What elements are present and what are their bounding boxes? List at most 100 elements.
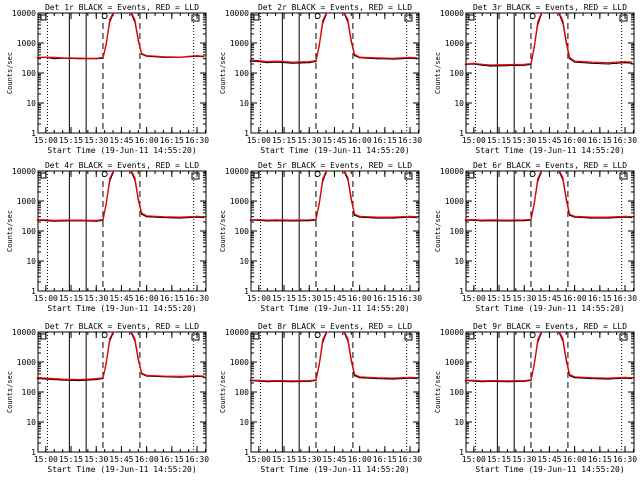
data-point-lld — [574, 376, 576, 378]
data-point-lld — [359, 56, 361, 58]
data-point-lld — [490, 380, 492, 382]
data-point-lld — [95, 57, 97, 59]
y-tick-label: 10000 — [440, 9, 464, 18]
x-tick-label: 15:45 — [537, 294, 561, 303]
data-point-lld — [62, 378, 64, 380]
data-point-events — [291, 62, 293, 64]
data-point-lld — [315, 218, 317, 220]
data-point-lld — [137, 38, 139, 40]
data-point-lld — [624, 215, 626, 217]
data-point-lld — [95, 378, 97, 380]
series-line-lld — [251, 13, 417, 63]
data-point-lld — [53, 56, 55, 59]
x-tick-label: 15:00 — [462, 455, 486, 464]
data-point-events — [607, 378, 609, 380]
data-point-lld — [179, 56, 181, 58]
data-point-lld — [464, 219, 466, 221]
data-point-lld — [146, 215, 148, 217]
corner-box — [40, 14, 47, 21]
data-point-lld — [179, 375, 181, 377]
data-point-lld — [203, 55, 205, 57]
data-point-lld — [557, 331, 559, 333]
data-point-lld — [490, 64, 492, 66]
x-axis-label: Start Time (19-Jun-11 14:55:20) — [47, 465, 196, 474]
data-point-lld — [530, 379, 532, 381]
y-tick-label: 1 — [459, 287, 464, 296]
data-point-lld — [291, 380, 293, 382]
data-point-lld — [62, 219, 64, 221]
data-point-lld — [359, 215, 361, 217]
x-tick-label: 16:30 — [398, 294, 422, 303]
x-tick-label: 16:00 — [135, 294, 159, 303]
corner-box — [253, 333, 260, 340]
x-tick-label: 16:00 — [348, 294, 372, 303]
legend-box — [404, 14, 413, 22]
x-tick-label: 15:30 — [84, 455, 108, 464]
data-point-events — [607, 217, 609, 219]
corner-box — [468, 14, 475, 21]
y-tick-label: 100 — [235, 388, 250, 397]
legend-box — [404, 172, 413, 180]
data-point-lld — [258, 219, 260, 221]
data-point-events — [78, 380, 80, 382]
x-tick-label: 15:45 — [322, 294, 346, 303]
x-tick-label: 15:15 — [59, 294, 83, 303]
data-point-lld — [347, 177, 349, 179]
x-tick-label: 15:30 — [512, 136, 536, 145]
data-point-lld — [569, 213, 571, 215]
data-point-events — [569, 58, 571, 60]
data-point-lld — [616, 216, 618, 218]
data-point-lld — [557, 12, 559, 14]
data-point-lld — [114, 12, 116, 14]
data-point-lld — [129, 12, 131, 14]
x-tick-label: 15:45 — [537, 455, 561, 464]
data-point-lld — [318, 43, 320, 46]
data-point-lld — [530, 63, 532, 65]
peak-marker-circle — [529, 171, 536, 177]
x-tick-label: 15:15 — [59, 136, 83, 145]
data-point-lld — [146, 374, 148, 376]
y-tick-label: 10 — [239, 418, 249, 427]
data-point-lld — [45, 219, 47, 221]
data-point-lld — [569, 56, 571, 59]
data-point-lld — [616, 61, 618, 63]
data-point-events — [291, 220, 293, 222]
data-point-lld — [78, 379, 80, 381]
data-point-lld — [137, 197, 139, 199]
y-tick-label: 10000 — [225, 167, 249, 176]
data-point-lld — [315, 379, 317, 381]
peak-marker-circle — [101, 332, 108, 338]
x-tick-label: 16:00 — [348, 136, 372, 145]
data-point-events — [624, 62, 626, 64]
x-tick-label: 15:00 — [34, 136, 58, 145]
data-point-lld — [146, 55, 148, 57]
data-point-lld — [322, 20, 324, 22]
x-tick-label: 16:00 — [563, 136, 587, 145]
y-tick-label: 100 — [235, 227, 250, 236]
x-tick-label: 15:15 — [487, 294, 511, 303]
data-point-lld — [350, 358, 352, 360]
data-point-lld — [481, 380, 483, 382]
legend-box — [619, 14, 628, 22]
legend-box — [404, 333, 413, 341]
data-point-events — [506, 220, 508, 222]
x-tick-label: 15:30 — [84, 136, 108, 145]
series-line-events — [466, 332, 632, 383]
panel-det-6r: 1 10 100 1000 10000 15:00 15:15 15:30 15:45 16:00… — [434, 161, 637, 313]
data-point-events — [631, 378, 633, 380]
data-point-lld — [188, 375, 190, 377]
data-point-events — [392, 217, 394, 219]
x-tick-label: 16:30 — [185, 455, 209, 464]
series-line-events — [466, 13, 632, 67]
y-tick-label: 10000 — [12, 9, 36, 18]
y-tick-label: 1 — [31, 129, 36, 138]
data-point-lld — [409, 376, 411, 378]
data-point-lld — [537, 21, 539, 23]
data-point-lld — [266, 61, 268, 63]
data-point-lld — [562, 338, 564, 340]
corner-box — [253, 172, 260, 179]
panel-title: Det 6r BLACK = Events, RED = LLD — [473, 161, 627, 170]
data-point-lld — [275, 380, 277, 382]
data-point-lld — [109, 338, 111, 340]
